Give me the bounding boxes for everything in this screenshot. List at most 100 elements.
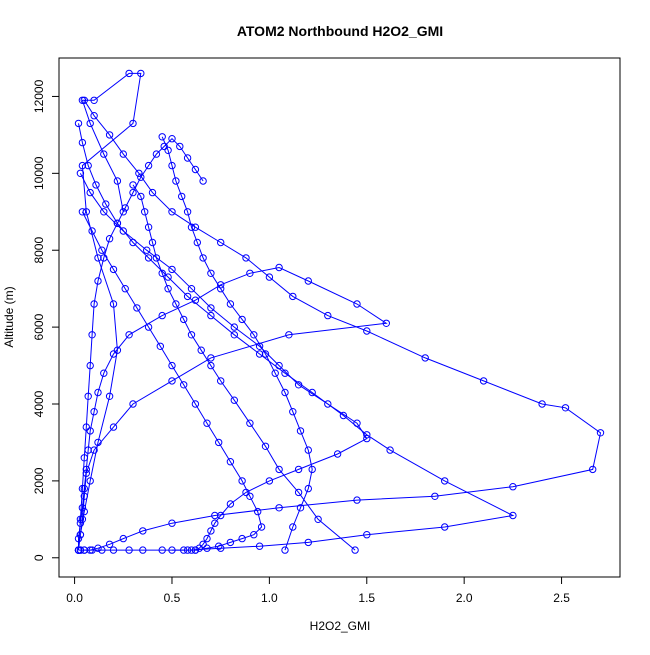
data-point (105, 235, 114, 243)
data-point (109, 546, 118, 554)
data-point (168, 361, 176, 370)
data-point (246, 419, 254, 427)
plot-area (74, 69, 605, 554)
data-point (158, 269, 166, 277)
data-point (199, 254, 207, 262)
data-point (207, 269, 215, 277)
data-point (275, 361, 283, 370)
data-point (86, 188, 94, 197)
data-point (353, 419, 361, 427)
data-point (203, 419, 211, 427)
data-point (119, 534, 128, 543)
y-tick-label: 2000 (32, 467, 46, 494)
data-point (246, 492, 254, 500)
data-point (281, 546, 289, 554)
data-point (207, 527, 215, 535)
data-point (296, 427, 305, 435)
data-point (254, 507, 262, 516)
data-point (105, 392, 114, 400)
data-point (217, 238, 225, 247)
data-point (176, 142, 184, 151)
data-point (324, 311, 332, 320)
data-point (172, 177, 180, 185)
data-point (183, 292, 192, 301)
data-point (90, 112, 98, 120)
data-point (164, 146, 172, 155)
data-point (197, 346, 205, 354)
data-point (421, 354, 429, 362)
data-point (78, 484, 87, 493)
data-series (74, 135, 207, 554)
data-point (193, 238, 202, 247)
data-point (135, 169, 143, 178)
data-point (141, 208, 149, 216)
data-point (207, 361, 215, 370)
x-tick-label: 0.5 (164, 591, 181, 605)
data-point (137, 69, 145, 78)
data-point (86, 361, 94, 370)
data-point (129, 119, 137, 128)
data-point (217, 544, 225, 552)
data-point (226, 538, 235, 547)
data-point (100, 150, 108, 158)
data-point (289, 523, 297, 531)
data-point (158, 546, 166, 554)
data-point (80, 96, 89, 105)
data-point (386, 446, 394, 454)
data-point (105, 540, 114, 548)
data-point (187, 285, 196, 293)
data-point (281, 388, 289, 397)
data-point (238, 477, 246, 485)
data-point (90, 96, 98, 105)
data-point (80, 484, 89, 493)
data-point (265, 477, 274, 485)
plot-frame (58, 57, 621, 578)
data-point (164, 273, 172, 281)
data-point (226, 458, 235, 466)
data-point (294, 488, 303, 497)
data-point (102, 200, 110, 208)
data-point (187, 223, 196, 231)
data-point (100, 254, 108, 262)
data-point (538, 400, 546, 408)
data-point (76, 531, 85, 539)
data-point (109, 423, 118, 431)
data-point (289, 292, 297, 301)
data-point (180, 546, 188, 554)
y-tick-label: 8000 (32, 237, 46, 264)
data-point (294, 465, 303, 474)
data-point (308, 465, 316, 474)
data-point (479, 377, 488, 385)
data-point (353, 496, 361, 504)
data-point (119, 208, 128, 216)
data-point (217, 377, 225, 385)
data-point (217, 511, 225, 520)
data-point (82, 208, 91, 216)
data-point (180, 315, 188, 324)
data-point (144, 254, 153, 262)
y-tick-label: 4000 (32, 390, 46, 417)
data-point (168, 161, 176, 170)
data-point (105, 131, 114, 139)
data-point (84, 161, 92, 170)
data-point (94, 438, 102, 447)
data-point (304, 538, 312, 547)
data-point (121, 204, 129, 212)
data-point (90, 408, 98, 416)
data-point (88, 331, 96, 339)
data-point (78, 515, 87, 523)
data-point (109, 350, 118, 358)
data-point (144, 161, 153, 170)
data-point (168, 135, 176, 143)
data-point (76, 546, 85, 554)
data-point (109, 265, 118, 274)
y-tick-label: 0 (32, 554, 46, 561)
data-point (84, 392, 92, 400)
data-point (139, 546, 147, 554)
data-point (183, 154, 192, 162)
data-point (271, 369, 279, 377)
data-point (164, 285, 172, 293)
data-point (74, 534, 83, 543)
data-point (226, 500, 235, 508)
